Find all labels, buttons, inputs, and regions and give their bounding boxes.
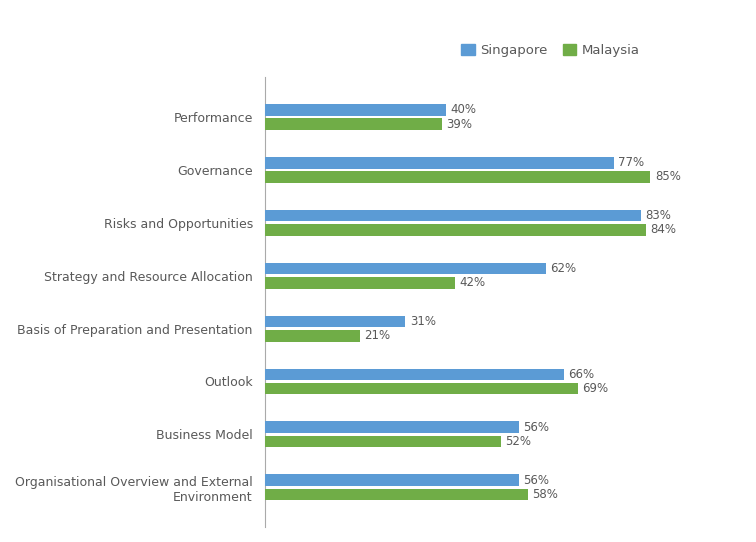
Text: 31%: 31% [410,315,435,328]
Text: 85%: 85% [655,171,680,184]
Bar [265,330,360,341]
Text: 84%: 84% [650,223,677,236]
Bar [265,436,500,447]
Bar [265,171,650,183]
Bar [265,474,519,486]
Text: 40%: 40% [451,104,476,117]
Bar [265,315,405,327]
Text: 39%: 39% [446,118,472,131]
Bar [265,210,641,222]
Text: 69%: 69% [582,382,609,395]
Text: 58%: 58% [532,488,558,501]
Text: 56%: 56% [523,474,549,487]
Text: 42%: 42% [460,276,486,289]
Legend: Singapore, Malaysia: Singapore, Malaysia [456,39,645,62]
Bar [265,118,442,130]
Text: 21%: 21% [364,329,391,342]
Text: 52%: 52% [505,435,531,448]
Bar [265,157,614,169]
Bar [265,369,564,380]
Text: 62%: 62% [550,262,577,275]
Bar [265,104,446,115]
Bar [265,277,455,289]
Bar [265,263,546,274]
Text: 83%: 83% [646,209,671,222]
Bar [265,383,578,395]
Text: 77%: 77% [618,156,645,169]
Bar [265,224,646,236]
Bar [265,422,519,433]
Bar [265,489,528,500]
Text: 66%: 66% [569,368,595,381]
Text: 56%: 56% [523,421,549,434]
